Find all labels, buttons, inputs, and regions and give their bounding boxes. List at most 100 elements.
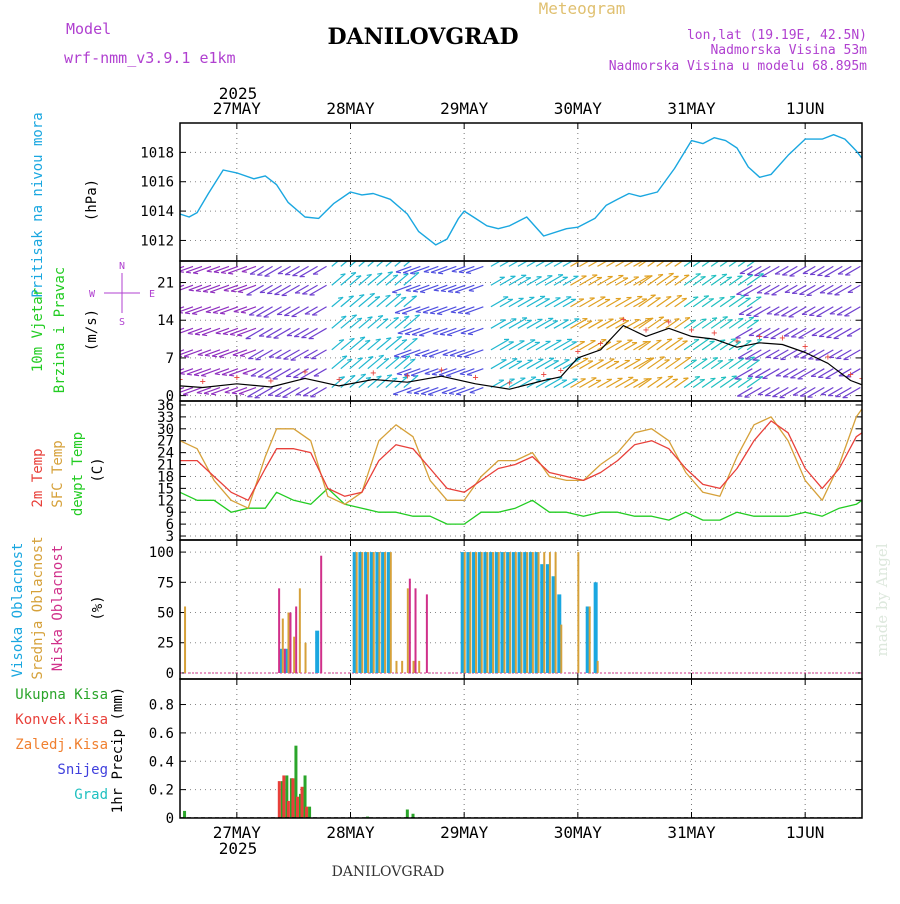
wind-arrow-head <box>710 341 715 342</box>
wind-arrow-head <box>759 274 764 275</box>
wind-arrow <box>194 369 211 375</box>
wind-arrow-head <box>660 357 665 358</box>
wind-arrow <box>457 350 474 356</box>
station-title: DANILOVGRAD <box>327 24 518 50</box>
wind-arrow <box>212 350 229 356</box>
wind-arrow-head <box>655 258 660 259</box>
wind-arrow-head <box>369 254 374 255</box>
wind-arrow-head <box>243 373 248 374</box>
wind-arrow-head <box>470 392 475 393</box>
wind-arrow <box>588 257 604 266</box>
wind-arrow-head <box>407 392 412 393</box>
wind-arrow-head <box>718 361 723 362</box>
wind-gust-marker: + <box>779 333 785 344</box>
wind-arrow <box>310 285 327 295</box>
wind-arrow-head <box>719 258 724 259</box>
wind-arrow-head <box>167 334 172 335</box>
compass-s: S <box>119 317 125 328</box>
wind-arrow <box>735 369 753 379</box>
wind-arrow-head <box>712 318 717 319</box>
wind-arrow-head <box>166 375 171 376</box>
wind-arrow-head <box>683 341 688 342</box>
wind-arrow-head <box>187 374 192 375</box>
wind-arrow <box>754 307 771 317</box>
wind-arrow-head <box>446 376 451 377</box>
cloud-bar <box>469 552 471 673</box>
wind-gust-marker: + <box>558 366 564 377</box>
pressure-line <box>180 135 862 245</box>
sfctemp-ylabel: SFC Temp <box>50 440 66 507</box>
dewpt-line <box>180 488 862 524</box>
wind-arrow <box>412 328 429 334</box>
wind-arrow-head <box>430 313 435 314</box>
cloud-bar <box>289 613 291 673</box>
wind-arrow-head <box>442 393 447 394</box>
cloud-bar <box>426 594 428 673</box>
wind-arrow <box>843 388 861 398</box>
wind-arrow-head <box>385 256 390 257</box>
cloud-bar <box>532 552 534 673</box>
wind-arrow-head <box>195 334 200 335</box>
wind-arrow-head <box>396 272 401 273</box>
panel-precipitation: 00.20.40.60.8 <box>149 679 862 827</box>
wind-arrow-head <box>749 317 754 318</box>
wind-arrow <box>246 328 264 338</box>
y-tick-label: 7 <box>166 351 174 367</box>
wind-arrow <box>836 350 851 359</box>
wind-arrow <box>799 328 816 338</box>
wind-arrow <box>615 258 630 267</box>
wind-gust-marker: + <box>200 376 206 387</box>
wind-arrow-head <box>432 374 437 375</box>
wind-gust-marker: + <box>541 369 547 380</box>
wind-arrow <box>292 307 309 317</box>
y-tick-label: 0.2 <box>149 783 174 799</box>
wind-arrow-head <box>433 334 438 335</box>
wind-arrow-head <box>424 272 429 273</box>
cloud-bar <box>293 637 295 673</box>
cloud-bar <box>378 552 380 673</box>
wind-arrow-head <box>696 274 701 275</box>
pressure-unit: (hPa) <box>84 179 100 221</box>
cloud-bar <box>413 661 415 673</box>
wind-arrow-head <box>393 394 398 395</box>
wind-arrow <box>310 388 326 397</box>
wind-arrow <box>790 369 806 378</box>
wind-arrow-head <box>183 394 188 395</box>
wind-arrow-head <box>692 360 697 361</box>
wind-arrow <box>449 388 465 394</box>
y-tick-label: 1014 <box>140 204 174 220</box>
wind-gust-marker: + <box>688 325 694 336</box>
wind-arrow-head <box>694 339 699 340</box>
wind-arrow-head <box>231 291 236 292</box>
wind-arrow <box>273 369 291 379</box>
wind-arrow-head <box>692 257 697 258</box>
top-day-label: 27MAY <box>213 99 262 118</box>
cloud-bar <box>299 588 301 673</box>
wind-arrow-head <box>222 375 227 376</box>
wind-arrow <box>394 350 411 356</box>
wind-arrow-head <box>650 255 655 256</box>
bottom-day-label: 31MAY <box>667 823 716 842</box>
wind-arrow-head <box>649 358 654 359</box>
wind-arrow-head <box>197 393 202 394</box>
wind-arrow <box>265 266 282 276</box>
wind-arrow-head <box>704 296 709 297</box>
temp-axis-labels: 2m Temp SFC Temp dewpt Temp (C) <box>30 432 106 516</box>
wind-arrow <box>176 388 193 394</box>
wind-arrow-head <box>675 359 680 360</box>
wind-arrow-head <box>710 378 715 379</box>
wind-arrow <box>491 360 507 369</box>
wind-arrow <box>230 328 247 334</box>
wind-arrow <box>818 369 833 378</box>
wind-arrow-head <box>700 379 705 380</box>
wind-arrow-head <box>165 273 170 274</box>
wind-arrow <box>332 297 343 306</box>
wind-arrow <box>274 328 291 338</box>
wind-arrow-head <box>647 276 652 277</box>
wind-arrow <box>309 328 327 338</box>
wind-arrow <box>745 388 762 398</box>
precip-bar <box>183 811 186 818</box>
bottom-day-label: 1JUN <box>786 823 825 842</box>
